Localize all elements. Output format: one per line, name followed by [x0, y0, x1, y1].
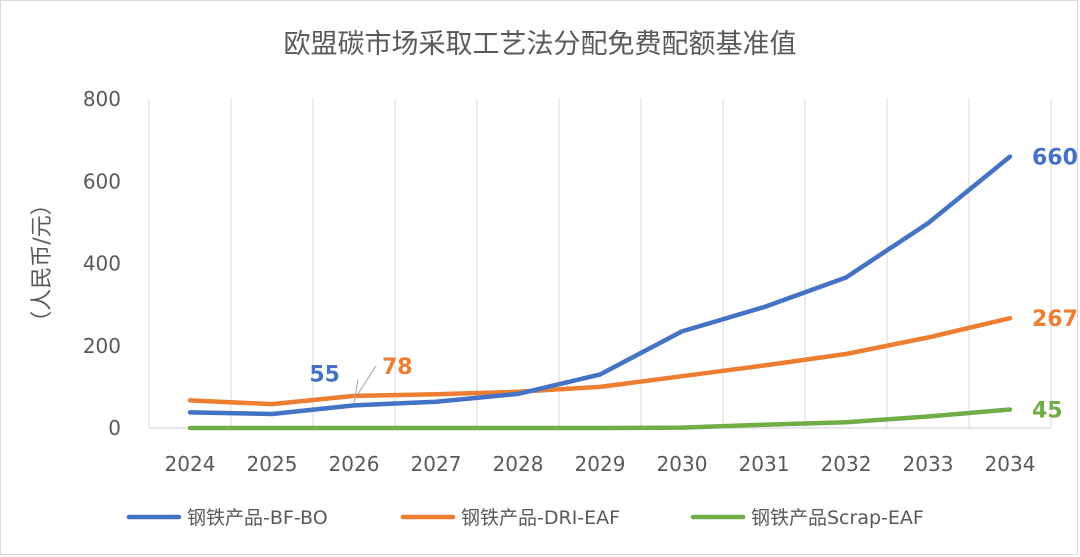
data-label-leader [353, 379, 359, 404]
series-line-2 [187, 407, 1013, 431]
x-tick-label: 2026 [329, 452, 380, 476]
x-tick-label: 2034 [985, 452, 1036, 476]
y-tick-label: 800 [83, 87, 121, 111]
x-tick-label: 2030 [657, 452, 708, 476]
x-tick-label: 2032 [821, 452, 872, 476]
data-label: 55 [309, 362, 340, 387]
grid-lines [148, 99, 1052, 428]
legend-label-0: 钢铁产品-BF-BO [187, 507, 328, 529]
y-tick-label: 200 [83, 334, 121, 358]
y-axis-label: （人民币/元） [30, 193, 55, 332]
data-label-leader [357, 365, 377, 395]
series-line-1 [187, 315, 1013, 407]
legend-label-2: 钢铁产品Scrap-EAF [751, 507, 924, 529]
legend-label-1: 钢铁产品-DRI-EAF [461, 507, 620, 529]
y-tick-label: 0 [108, 416, 121, 440]
data-label: 78 [382, 355, 413, 380]
x-tick-label: 2025 [247, 452, 298, 476]
legend: 钢铁产品-BF-BO 钢铁产品-DRI-EAF 钢铁产品Scrap-EAF [126, 507, 924, 529]
x-tick-label: 2033 [903, 452, 954, 476]
x-tick-label: 2024 [165, 452, 216, 476]
x-tick-label: 2027 [411, 452, 462, 476]
chart-title: 欧盟碳市场采取工艺法分配免费配额基准值 [284, 29, 797, 60]
x-tick-label: 2028 [493, 452, 544, 476]
series-lines [187, 154, 1013, 431]
x-tick-label: 2029 [575, 452, 626, 476]
x-tick-label: 2031 [739, 452, 790, 476]
y-tick-label: 400 [83, 252, 121, 276]
data-label: 267 [1032, 307, 1078, 332]
y-tick-label: 600 [83, 169, 121, 193]
data-label: 45 [1032, 398, 1063, 423]
series-line-0 [187, 154, 1013, 417]
data-labels: 55 78 660 267 45 [309, 146, 1078, 424]
data-label: 660 [1032, 146, 1078, 171]
